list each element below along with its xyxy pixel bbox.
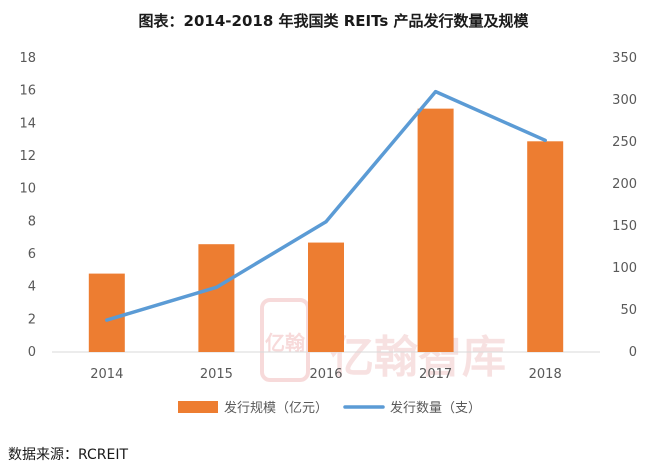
watermark-logo-text: 亿翰 xyxy=(265,331,305,355)
left-tick-label: 10 xyxy=(19,182,36,197)
right-tick-label: 150 xyxy=(612,219,637,234)
x-tick-label: 2016 xyxy=(309,367,342,382)
left-tick-label: 4 xyxy=(28,280,36,295)
bar xyxy=(198,244,235,352)
legend-swatch-bar xyxy=(178,401,218,413)
left-tick-label: 0 xyxy=(28,345,36,360)
chart-title: 图表：2014-2018 年我国类 REITs 产品发行数量及规模 xyxy=(138,12,529,30)
left-axis-ticks: 0 2 4 6 8 10 12 14 16 18 xyxy=(19,51,36,360)
left-tick-label: 6 xyxy=(28,247,36,262)
legend-label-bar: 发行规模（亿元） xyxy=(224,400,328,416)
line-point xyxy=(105,318,109,322)
watermark-logo: 亿翰 xyxy=(260,298,310,382)
right-tick-label: 50 xyxy=(620,303,637,318)
bar-series xyxy=(88,108,564,352)
right-tick-label: 350 xyxy=(612,51,637,66)
right-tick-label: 250 xyxy=(612,135,637,150)
line-point xyxy=(543,138,547,142)
x-tick-label: 2014 xyxy=(90,367,123,382)
right-tick-label: 300 xyxy=(612,93,637,108)
bar xyxy=(527,141,564,352)
x-tick-label: 2018 xyxy=(529,367,562,382)
x-axis-ticks: 2014 2015 2016 2017 2018 xyxy=(90,367,561,382)
right-axis-ticks: 0 50 100 150 200 250 300 350 xyxy=(612,51,637,360)
legend-label-line: 发行数量（支） xyxy=(390,400,481,416)
x-tick-label: 2017 xyxy=(419,367,452,382)
left-tick-label: 12 xyxy=(19,149,36,164)
left-tick-label: 16 xyxy=(19,84,36,99)
x-tick-label: 2015 xyxy=(200,367,233,382)
bar xyxy=(88,273,125,352)
left-tick-label: 18 xyxy=(19,51,36,66)
legend: 发行规模（亿元） 发行数量（支） xyxy=(178,400,481,416)
line-point xyxy=(434,90,438,94)
left-tick-label: 14 xyxy=(19,116,36,131)
left-tick-label: 8 xyxy=(28,214,36,229)
right-tick-label: 200 xyxy=(612,177,637,192)
source-note: 数据来源：RCREIT xyxy=(8,447,129,463)
left-tick-label: 2 xyxy=(28,312,36,327)
line-series xyxy=(105,89,547,322)
right-tick-label: 100 xyxy=(612,261,637,276)
line-point xyxy=(324,220,328,224)
watermark: 亿翰 亿翰智库 xyxy=(260,298,506,383)
right-tick-label: 0 xyxy=(629,345,637,360)
line-point xyxy=(214,285,218,289)
bar xyxy=(308,242,344,352)
bar xyxy=(417,108,454,352)
